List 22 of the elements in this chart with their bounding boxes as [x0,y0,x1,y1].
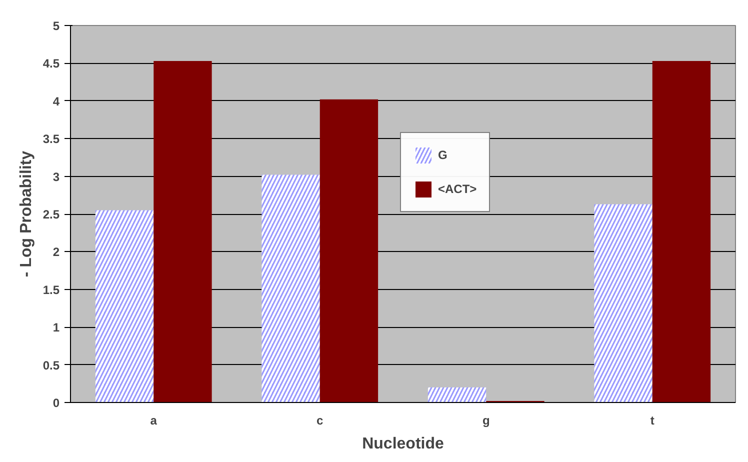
y-tick-label: 0.5 [42,358,60,372]
x-tick-label: c [316,414,324,428]
y-tick-label: 4 [52,94,60,108]
y-tick-label: 3.5 [42,132,60,146]
bar [154,60,212,402]
bar [320,99,378,402]
legend-label: G [438,148,448,162]
legend-label: <ACT> [438,182,477,196]
y-tick-label: 2 [52,245,60,260]
bar [652,60,711,402]
y-axis-title: - Log Probability [18,150,35,278]
y-tick-label: 0 [52,396,60,410]
y-tick-label: 3 [52,170,60,184]
y-tick-label: 2.5 [42,208,60,222]
y-tick-label: 5 [52,19,60,33]
x-axis-title: Nucleotide [362,436,444,452]
x-tick-label: a [150,414,158,428]
y-tick-label: 4.5 [42,56,60,71]
y-tick-label: 1 [52,320,60,335]
x-tick-label: g [482,414,490,428]
y-tick-label: 1.5 [42,282,60,297]
x-tick-label: t [650,414,654,428]
